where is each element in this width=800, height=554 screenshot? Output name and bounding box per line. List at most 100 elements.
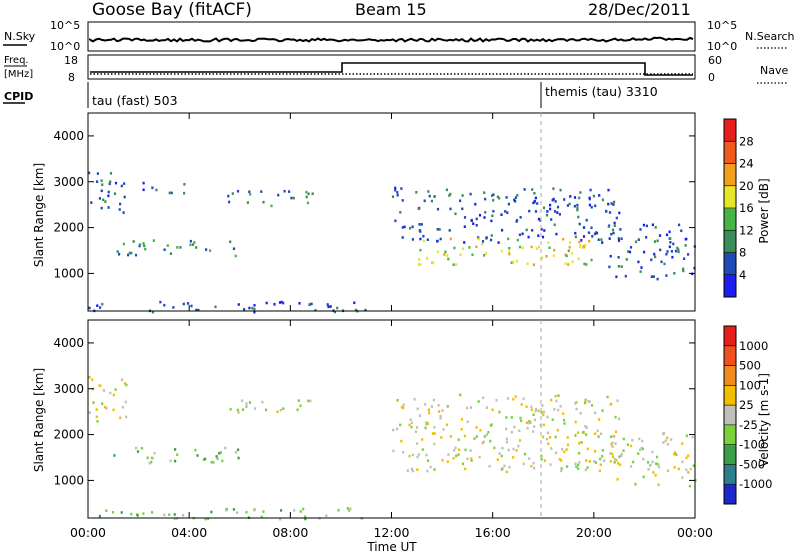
power-cell-5-67 — [582, 246, 585, 249]
velocity-cell-3-145 — [426, 469, 429, 473]
power-cell-2-19 — [305, 195, 308, 199]
velocity-cell-3-49 — [554, 451, 558, 455]
power-cell-7-1 — [278, 301, 282, 304]
power-cell-4-8 — [542, 206, 546, 210]
power-cell-3-20 — [130, 251, 133, 255]
velocity-y-axis: 1000 2000 3000 4000 — [53, 336, 695, 487]
power-cell-4-67 — [463, 216, 467, 219]
power-cell-5-57 — [447, 257, 450, 261]
power-cell-7-21 — [163, 303, 166, 307]
velocity-colorbar-label-3: 25 — [739, 398, 754, 412]
velocity-cell-4-33 — [620, 452, 623, 456]
power-cell-3-3 — [193, 241, 196, 244]
freq-label: Freq. — [4, 55, 29, 66]
velocity-cell-3-193 — [427, 408, 430, 412]
power-ytick-label-2: 3000 — [53, 175, 84, 189]
power-cell-5-52 — [562, 237, 565, 241]
power-cell-0-15 — [107, 194, 110, 198]
power-cell-5-21 — [552, 254, 555, 257]
velocity-colorbar-swatch-6 — [724, 365, 736, 386]
velocity-cell-3-250 — [505, 427, 508, 431]
power-cell-7-29 — [88, 306, 91, 310]
power-cell-0-17 — [101, 183, 104, 186]
velocity-cell-2-25 — [218, 452, 221, 455]
velocity-cell-3-76 — [578, 451, 581, 455]
velocity-cell-3-34 — [614, 415, 617, 419]
power-cell-5-22 — [419, 248, 422, 252]
velocity-colorbar-swatch-1 — [724, 464, 736, 485]
power-cell-7-24 — [353, 301, 356, 305]
velocity-cell-3-172 — [437, 410, 441, 413]
power-cell-6-44 — [637, 260, 640, 264]
power-cell-3-2 — [152, 239, 155, 242]
power-cell-3-11 — [138, 243, 142, 247]
velocity-cell-3-115 — [487, 431, 490, 434]
velocity-cell-2-7 — [174, 448, 177, 451]
power-cell-7-37 — [310, 302, 313, 306]
velocity-cell-4-37 — [688, 484, 691, 488]
velocity-ytick-label-3: 4000 — [53, 336, 84, 350]
velocity-cell-3-153 — [421, 448, 424, 451]
velocity-cell-3-33 — [594, 461, 597, 464]
power-cell-4-111 — [396, 193, 399, 197]
velocity-cell-3-106 — [555, 399, 558, 403]
velocity-cell-4-8 — [640, 446, 643, 450]
power-cell-4-32 — [527, 235, 530, 239]
power-cell-3-18 — [127, 253, 130, 257]
power-y-axis-label: Slant Range [km] — [32, 163, 46, 267]
power-cell-7-27 — [327, 305, 330, 309]
power-cell-5-20 — [547, 241, 550, 244]
velocity-cell-3-56 — [586, 447, 589, 451]
power-cell-3-15 — [234, 254, 237, 258]
power-cell-1-2 — [183, 191, 186, 195]
velocity-cell-5-32 — [253, 508, 256, 512]
velocity-cell-3-19 — [543, 459, 547, 462]
velocity-cell-3-161 — [460, 427, 463, 431]
power-cell-7-5 — [253, 310, 256, 314]
nsearch-tick-bottom: 10^0 — [707, 40, 737, 53]
power-cell-3-16 — [189, 243, 192, 247]
velocity-cell-3-149 — [566, 443, 570, 447]
power-cell-4-131 — [400, 187, 403, 190]
velocity-cell-2-10 — [174, 459, 177, 463]
velocity-cell-3-242 — [457, 453, 460, 456]
velocity-cell-3-57 — [598, 469, 601, 473]
power-cell-4-115 — [489, 238, 493, 242]
power-cell-4-152 — [497, 241, 500, 244]
velocity-cell-3-116 — [505, 416, 508, 419]
velocity-cell-3-156 — [599, 463, 602, 467]
power-cell-4-121 — [533, 192, 536, 195]
power-cell-4-23 — [601, 241, 604, 244]
velocity-x-axis — [87, 320, 696, 518]
velocity-cell-5-3 — [173, 517, 176, 520]
power-cell-5-43 — [567, 263, 570, 266]
nsearch-tick-top: 10^5 — [707, 19, 737, 32]
velocity-cell-3-127 — [517, 444, 520, 448]
velocity-cell-3-236 — [415, 442, 419, 445]
power-cell-4-149 — [396, 191, 399, 194]
power-cell-7-26 — [280, 300, 283, 304]
velocity-cell-3-82 — [498, 410, 501, 414]
velocity-cell-3-165 — [560, 469, 563, 473]
velocity-colorbar-label-6: -500 — [739, 457, 765, 471]
velocity-cell-3-118 — [424, 403, 427, 406]
power-cell-4-155 — [540, 227, 543, 231]
velocity-cell-3-205 — [542, 410, 546, 414]
power-colorbar-label: Power [dB] — [757, 178, 771, 243]
power-cell-4-169 — [394, 188, 397, 192]
power-cell-0-4 — [119, 202, 122, 206]
power-cell-5-68 — [578, 240, 581, 244]
velocity-cell-3-169 — [496, 458, 499, 461]
power-cell-4-35 — [534, 196, 537, 200]
velocity-cell-3-162 — [446, 460, 449, 464]
velocity-cell-4-42 — [632, 460, 635, 464]
velocity-cell-5-12 — [111, 511, 115, 514]
power-cell-4-147 — [439, 237, 442, 241]
power-cell-2-0 — [307, 192, 310, 196]
velocity-cell-3-180 — [425, 421, 428, 425]
power-heatmap — [88, 171, 696, 314]
power-colorbar-swatch-0 — [724, 274, 736, 298]
velocity-cell-3-163 — [446, 405, 449, 408]
power-cell-4-122 — [496, 195, 499, 199]
velocity-panel: 1000 2000 3000 4000 Slant Range [km] 1000 50… — [32, 319, 772, 521]
